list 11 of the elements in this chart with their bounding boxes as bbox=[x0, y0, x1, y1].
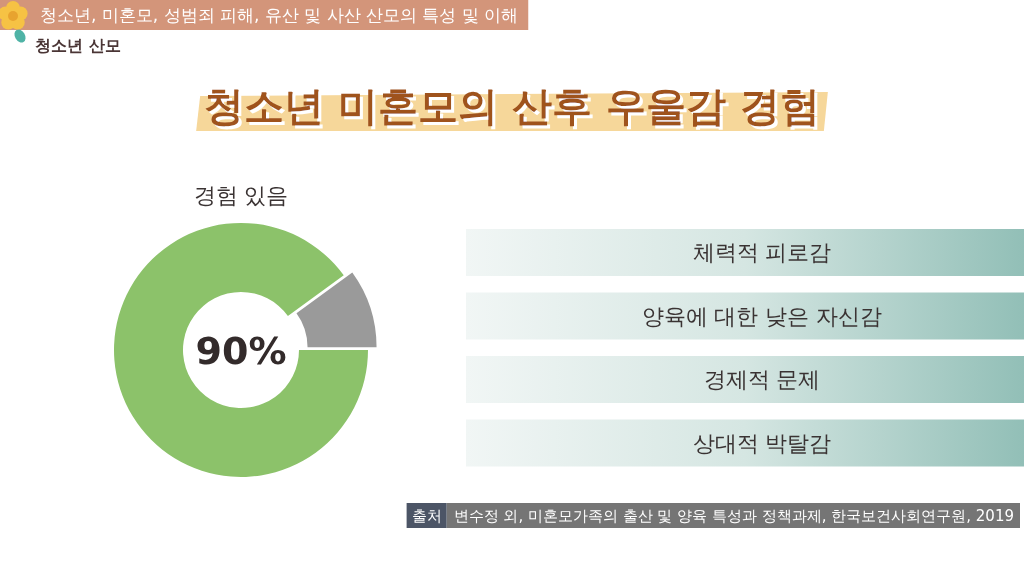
slice-label: 경험 있음 bbox=[193, 183, 289, 208]
text: 체력적 피로감 bbox=[692, 240, 832, 265]
text: 경제적 문제 bbox=[703, 367, 821, 392]
text: 출처 bbox=[411, 507, 442, 525]
text: 청소년, 미혼모, 성범죄 피해, 유산 및 사산 산모의 특성 및 이해 bbox=[40, 5, 519, 25]
text: 청소년 산모 bbox=[35, 36, 121, 55]
data-label: 90% bbox=[195, 329, 287, 373]
text: 변수정 외, 미혼모가족의 출산 및 양육 특성과 정책과제, 한국보건사회연구원, 2019 bbox=[453, 507, 1014, 525]
text: 상대적 박탈감 bbox=[692, 430, 832, 456]
text: 청소년 미혼모의 산후 우울감 경험 bbox=[204, 83, 820, 129]
text: 양육에 대한 낮은 자신감 bbox=[641, 303, 883, 329]
